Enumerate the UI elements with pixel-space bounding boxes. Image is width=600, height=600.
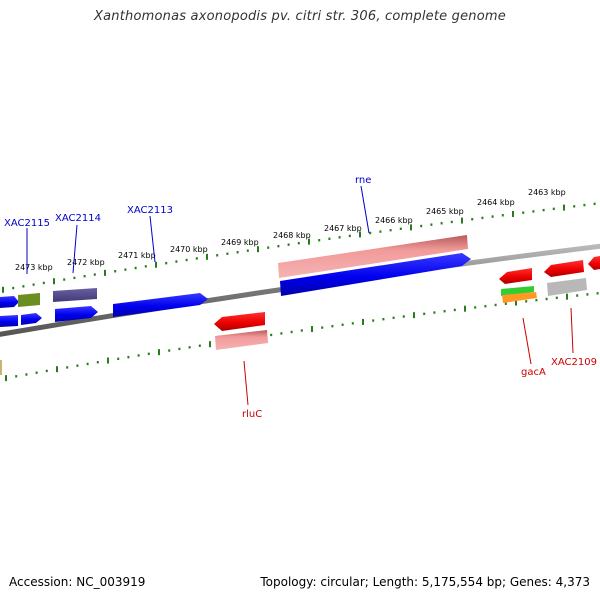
ruler-tick-label: 2473 kbp	[15, 263, 53, 272]
ruler-tick-label: 2468 kbp	[273, 231, 311, 240]
gene-feature[interactable]	[544, 260, 584, 277]
genome-summary: Topology: circular; Length: 5,175,554 bp…	[260, 575, 590, 589]
ruler-tick-label: 2467 kbp	[324, 224, 362, 233]
gene-feature[interactable]	[499, 268, 532, 284]
gene-label-xac2115[interactable]: XAC2115	[4, 218, 50, 229]
ruler-tick-label: 2470 kbp	[170, 245, 208, 254]
gene-feature[interactable]	[18, 293, 40, 307]
gene-feature[interactable]	[21, 313, 42, 325]
gene-feature-xac2109[interactable]	[547, 278, 587, 296]
ruler-tick-label: 2463 kbp	[528, 188, 566, 197]
ruler-tick-label: 2464 kbp	[477, 198, 515, 207]
gene-feature-rluc-protein[interactable]	[215, 330, 268, 350]
ruler-tick-label: 2469 kbp	[221, 238, 259, 247]
accession-text: Accession: NC_003919	[9, 575, 146, 589]
gene-feature-rluc[interactable]	[214, 312, 265, 331]
ruler-tick-label: 2466 kbp	[375, 216, 413, 225]
gene-feature[interactable]	[0, 315, 18, 327]
gene-feature-rne-protein[interactable]	[278, 235, 468, 278]
inner-ruler	[5, 292, 599, 382]
ruler-tick-label: 2465 kbp	[426, 207, 464, 216]
gene-feature-navy[interactable]	[53, 288, 97, 302]
gene-label-gaca[interactable]: gacA	[521, 367, 546, 378]
gene-feature[interactable]	[501, 286, 534, 296]
map-title: Xanthomonas axonopodis pv. citri str. 30…	[94, 9, 506, 24]
ruler-tick-label: 2472 kbp	[67, 258, 105, 267]
gene-feature-xac2113[interactable]	[113, 293, 208, 317]
gene-feature[interactable]	[502, 292, 537, 303]
gene-label-xac2113[interactable]: XAC2113	[127, 205, 173, 216]
gene-labels: XAC2115 XAC2114 XAC2113 rne rluC gacA XA…	[4, 175, 597, 420]
ruler-labels: 2473 kbp 2472 kbp 2471 kbp 2470 kbp 2469 kbp…	[15, 188, 566, 272]
outer-ruler	[2, 202, 596, 293]
gene-feature-rne[interactable]	[280, 253, 471, 296]
gene-feature-xac2114[interactable]	[55, 306, 98, 322]
gene-feature[interactable]	[588, 256, 600, 270]
gene-label-rluc[interactable]: rluC	[242, 409, 262, 420]
ruler-tick-label: 2471 kbp	[118, 251, 156, 260]
gene-feature[interactable]	[0, 296, 19, 308]
leader-lines	[26, 185, 574, 406]
gene-label-xac2109[interactable]: XAC2109	[551, 357, 597, 368]
gene-feature[interactable]	[0, 360, 2, 375]
gene-label-rne[interactable]: rne	[355, 175, 371, 186]
forward-strand-features	[0, 235, 471, 327]
reverse-strand-features	[0, 256, 600, 375]
gene-label-xac2114[interactable]: XAC2114	[55, 213, 101, 224]
